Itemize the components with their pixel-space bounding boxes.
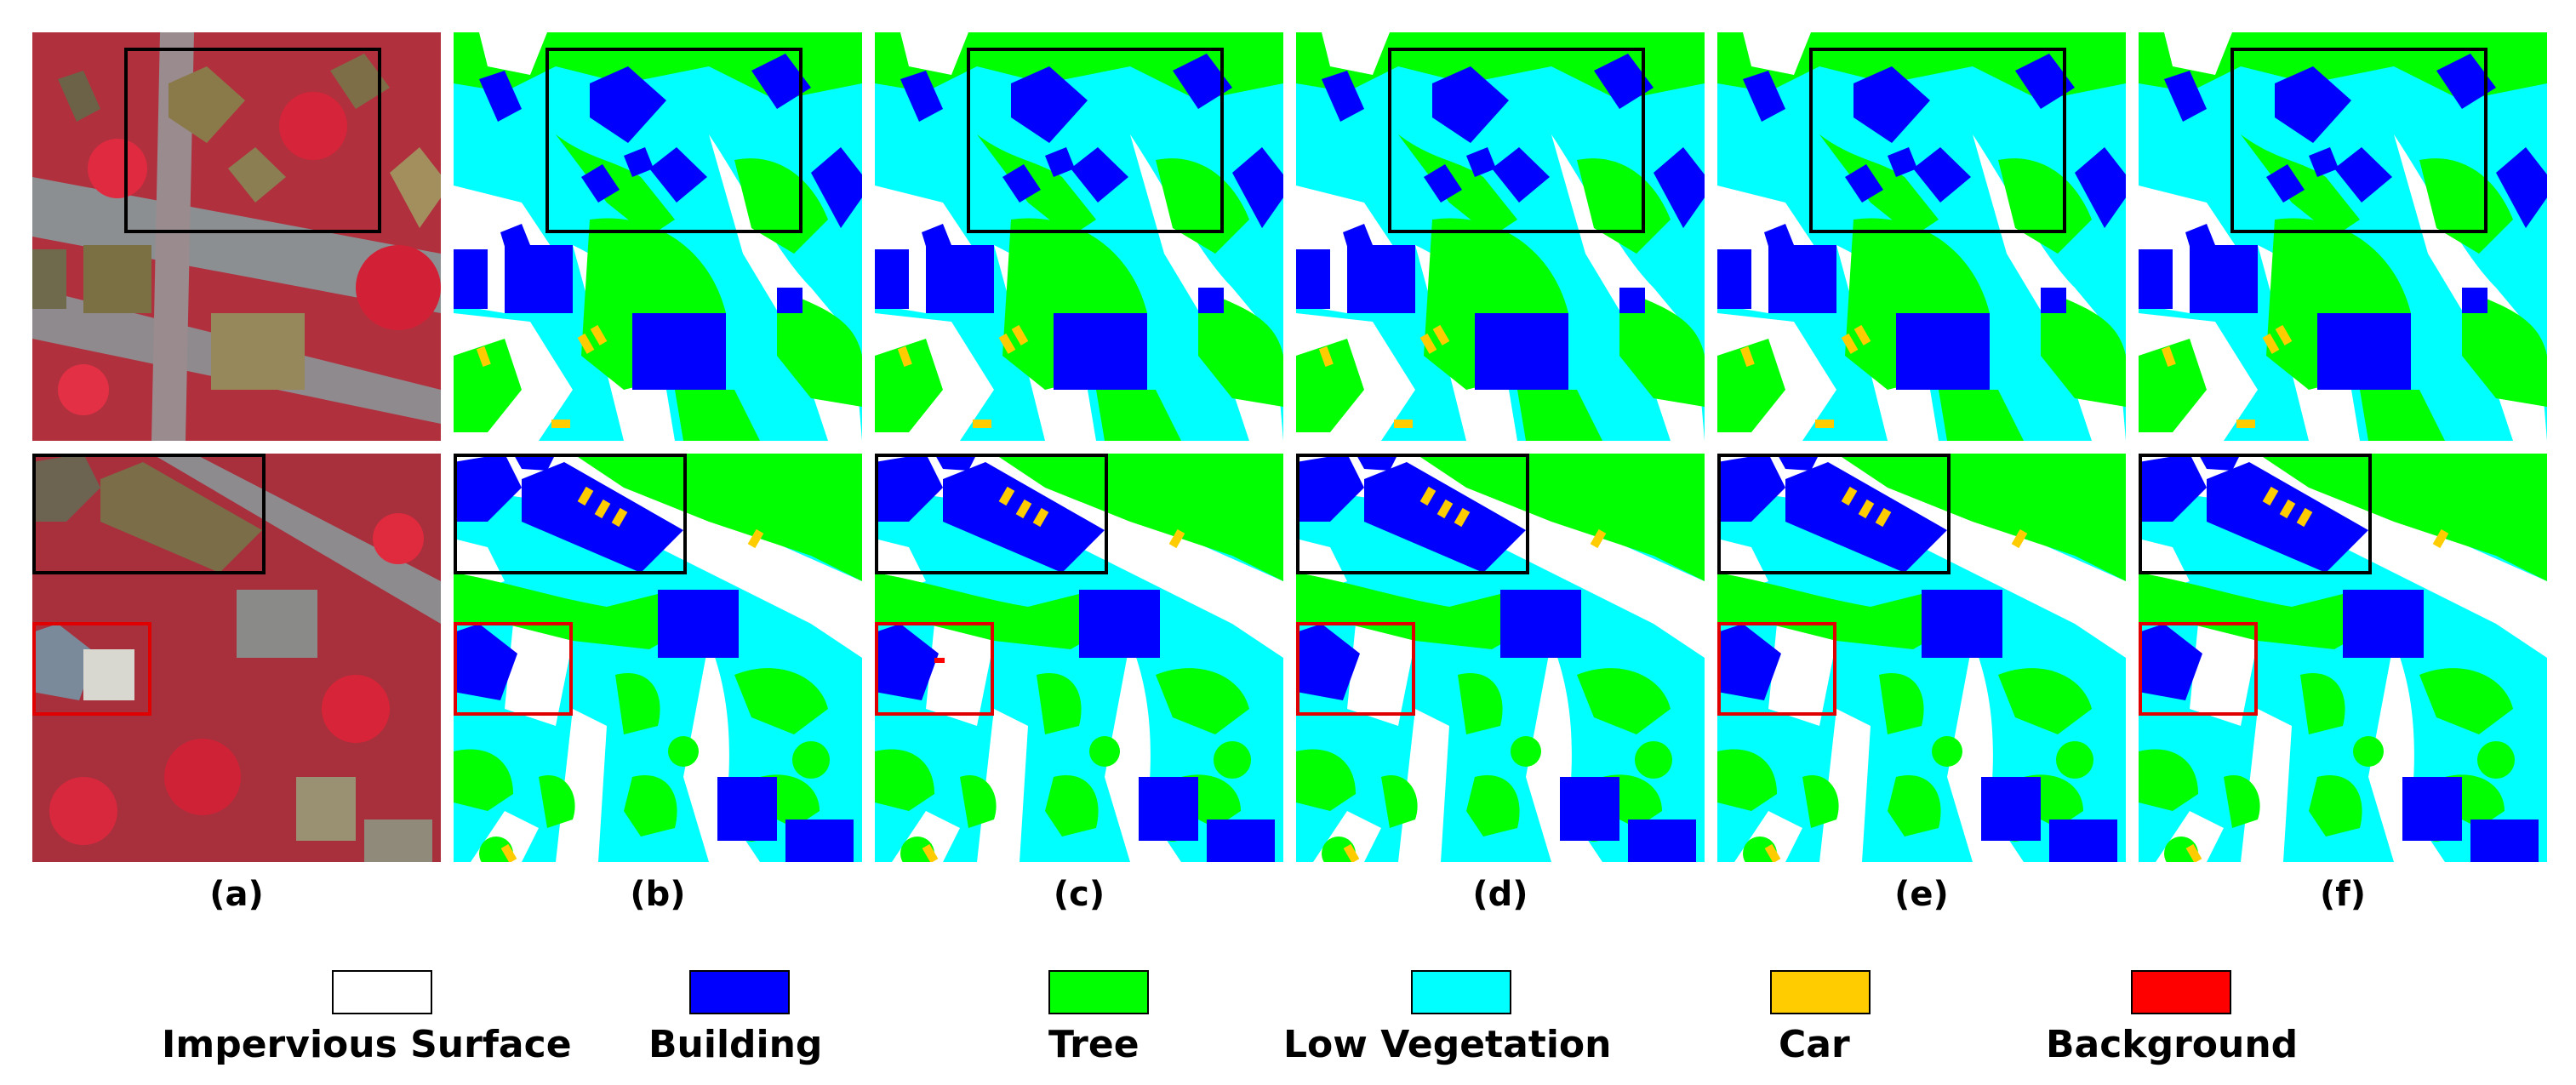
legend-swatch (1411, 970, 1511, 1014)
highlight-box-black (2139, 454, 2372, 574)
highlight-box-black (124, 48, 381, 233)
highlight-box-black (2230, 48, 2487, 233)
highlight-box-black (967, 48, 1224, 233)
legend-label: Background (2046, 1023, 2299, 1066)
column-label-a: (a) (209, 875, 264, 914)
highlight-box-red (32, 622, 151, 716)
legend-label: Tree (1048, 1023, 1139, 1066)
panel-f-row2 (2139, 454, 2547, 862)
panel-f-row1 (2139, 32, 2547, 441)
column-label-b: (b) (630, 875, 686, 914)
panel-b-row2 (454, 454, 862, 862)
legend-label: Car (1779, 1023, 1850, 1066)
panel-a-row2 (32, 454, 441, 862)
highlight-box-black (1296, 454, 1529, 574)
highlight-box-red (1717, 622, 1836, 716)
legend-label: Low Vegetation (1283, 1023, 1612, 1066)
panel-e-row2 (1717, 454, 2126, 862)
column-label-e: (e) (1894, 875, 1949, 914)
legend-swatch (332, 970, 432, 1014)
highlight-box-black (454, 454, 687, 574)
panel-b-row1 (454, 32, 862, 441)
highlight-box-black (1717, 454, 1951, 574)
legend-swatch (1048, 970, 1149, 1014)
highlight-box-red (1296, 622, 1415, 716)
highlight-box-red (454, 622, 573, 716)
panel-c-row1 (875, 32, 1283, 441)
panel-a-row1 (32, 32, 441, 441)
panel-d-row2 (1296, 454, 1705, 862)
highlight-box-black (545, 48, 803, 233)
legend-swatch (2131, 970, 2231, 1014)
panel-c-row2 (875, 454, 1283, 862)
highlight-box-black (32, 454, 266, 574)
panel-d-row1 (1296, 32, 1705, 441)
highlight-box-red (875, 622, 994, 716)
highlight-box-red (2139, 622, 2258, 716)
column-label-f: (f) (2320, 875, 2366, 914)
legend-swatch (689, 970, 790, 1014)
panel-e-row1 (1717, 32, 2126, 441)
legend-label: Building (648, 1023, 823, 1066)
legend-swatch (1770, 970, 1871, 1014)
column-label-c: (c) (1053, 875, 1105, 914)
highlight-box-black (1809, 48, 2066, 233)
legend-label: Impervious Surface (162, 1023, 572, 1066)
column-label-d: (d) (1472, 875, 1528, 914)
highlight-box-black (875, 454, 1108, 574)
highlight-box-black (1388, 48, 1645, 233)
